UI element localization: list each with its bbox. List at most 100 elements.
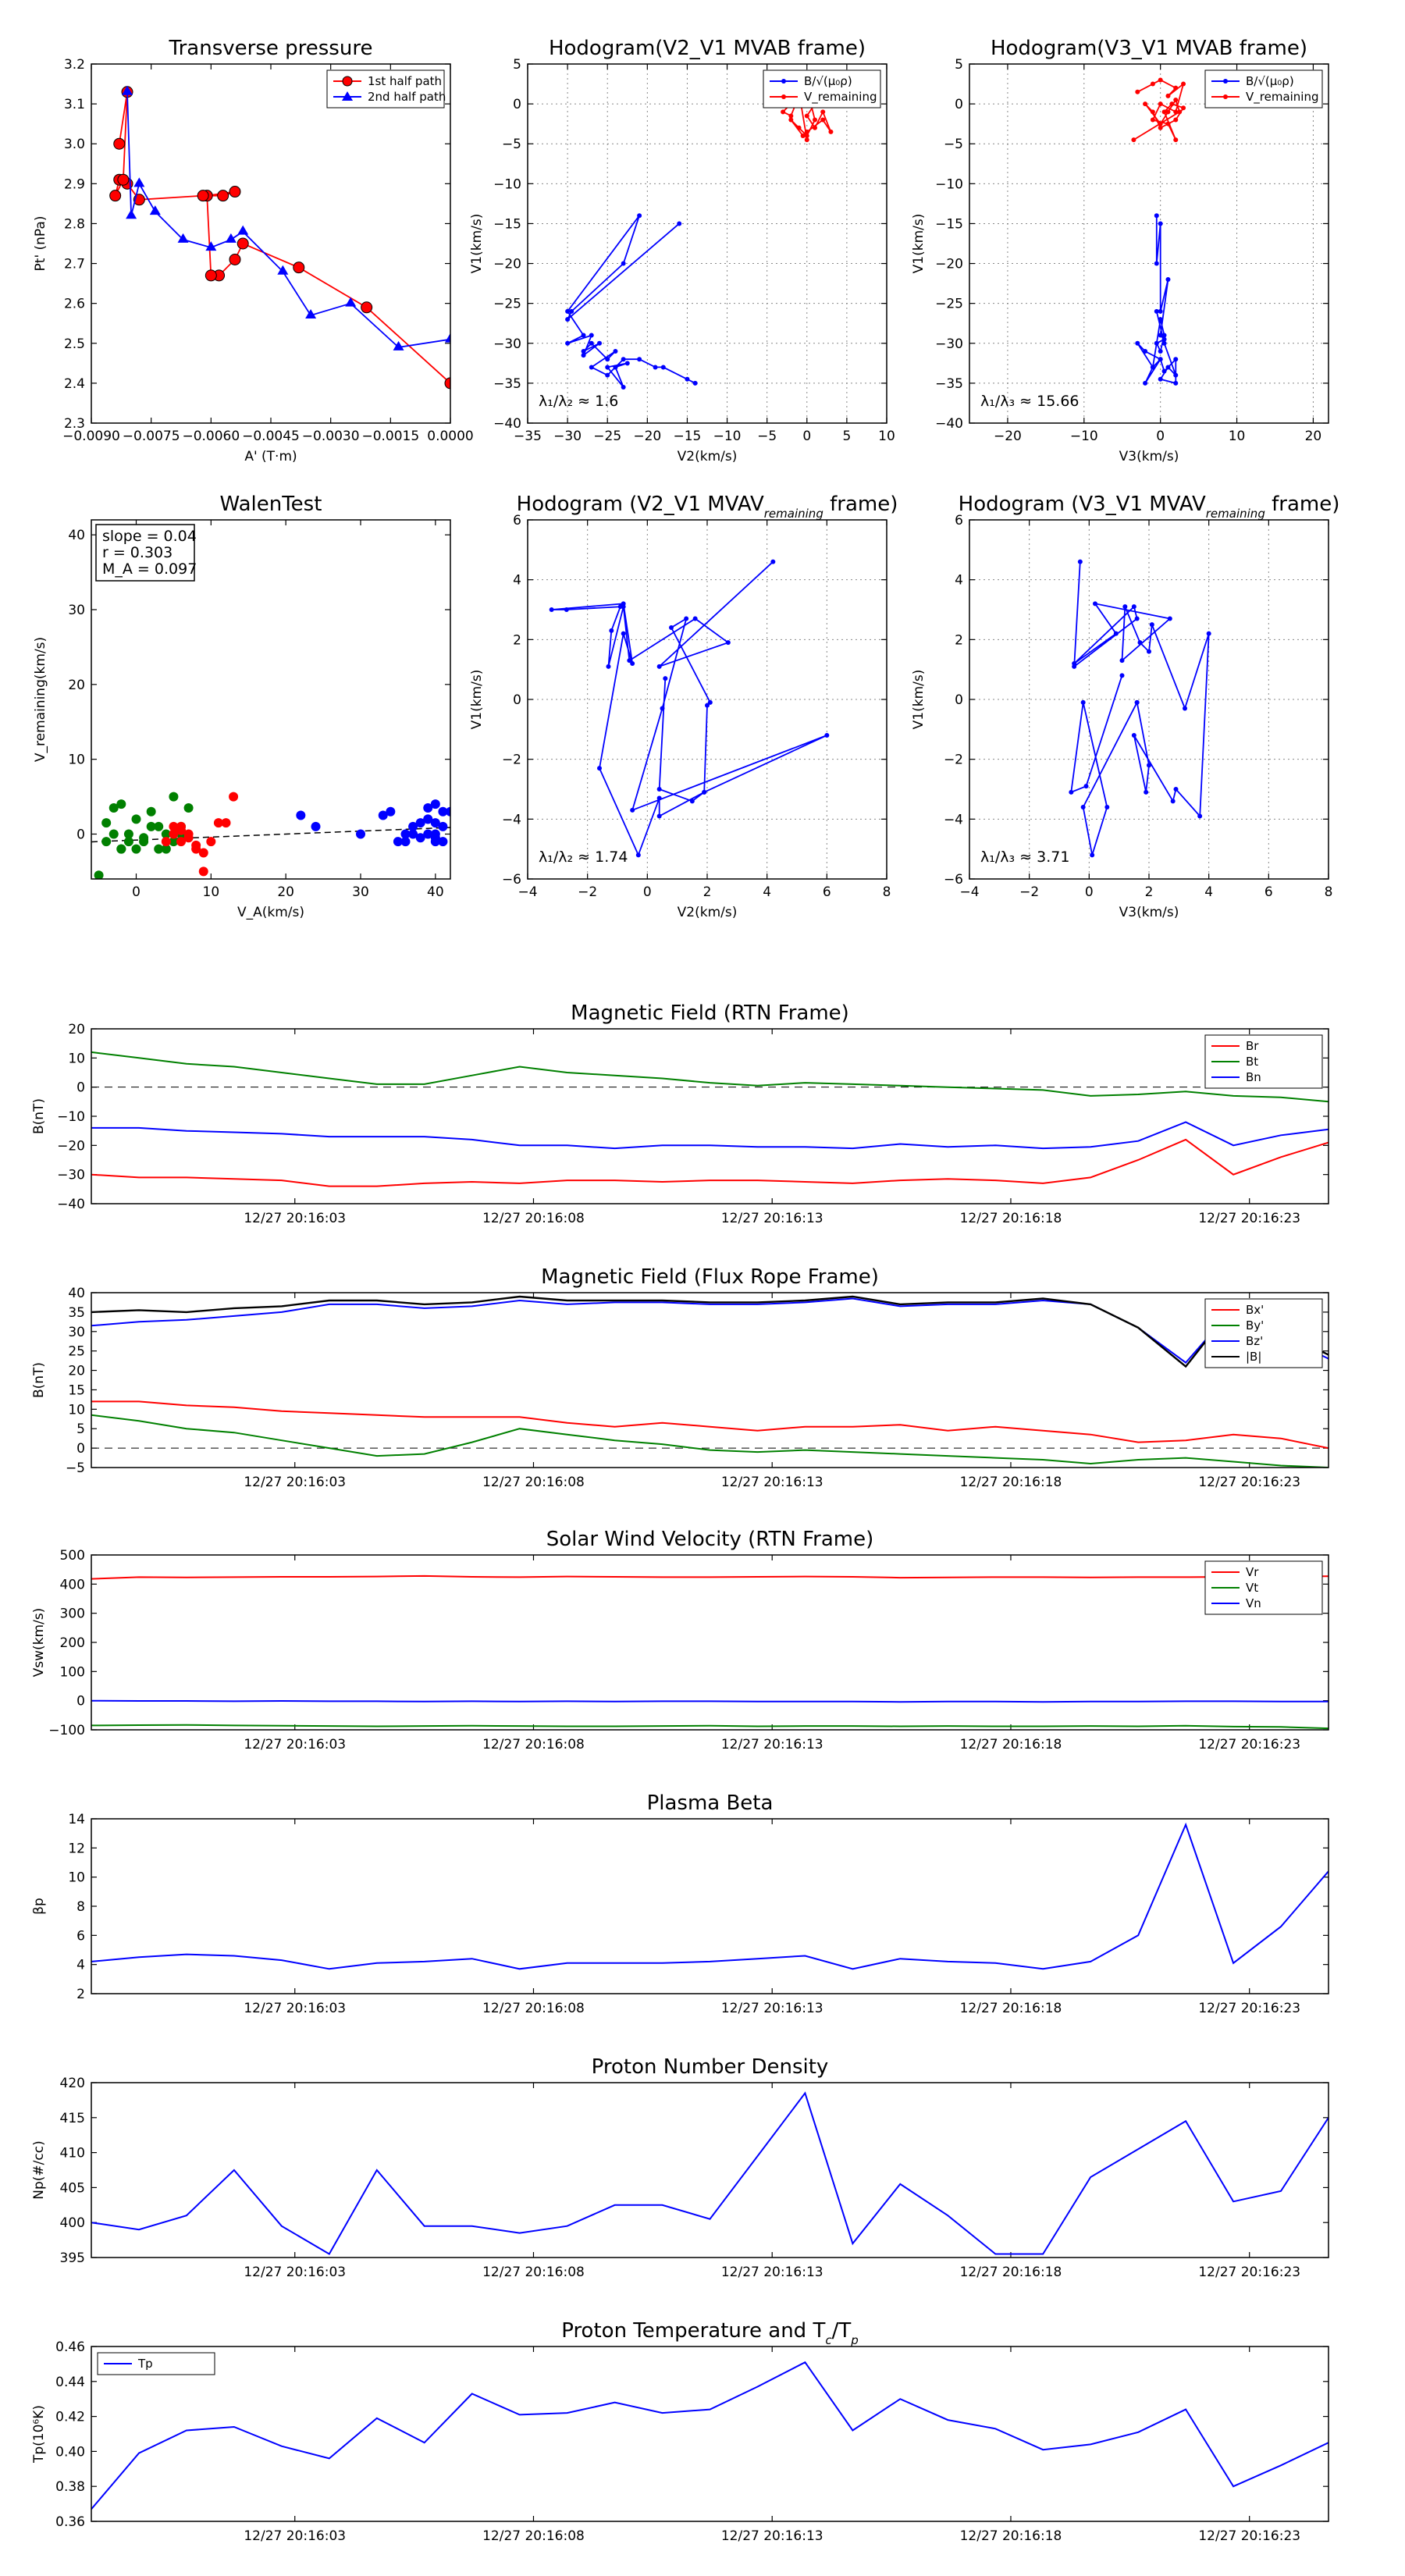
plot-frame	[527, 519, 887, 880]
data-point	[205, 241, 217, 251]
x-tick-label: 12/27 20:16:08	[482, 1211, 585, 1226]
data-point	[804, 133, 809, 138]
data-point	[581, 349, 586, 354]
data-point	[126, 209, 137, 219]
y-tick-label: −15	[935, 216, 963, 232]
x-tick-label: 12/27 20:16:03	[244, 1737, 346, 1752]
data-point	[663, 676, 668, 681]
y-tick-label: 2.6	[64, 297, 85, 312]
data-point	[1165, 109, 1171, 115]
data-point	[630, 807, 635, 813]
stats-line: slope = 0.04	[102, 528, 197, 545]
plot-marks	[91, 1051, 1329, 1187]
data-point	[581, 353, 586, 358]
data-point	[804, 129, 809, 134]
x-tick-label: 12/27 20:16:08	[482, 1475, 585, 1490]
y-tick-label: 0	[955, 97, 963, 112]
x-tick-label: 2	[1145, 884, 1154, 900]
legend-label: Vt	[1246, 1581, 1258, 1595]
data-point	[213, 818, 223, 828]
data-point	[824, 733, 830, 738]
y-tick-label: 0	[513, 692, 521, 708]
y-tick-label: 400	[60, 2215, 85, 2231]
stats-line: M_A = 0.097	[102, 560, 197, 578]
data-point	[796, 125, 802, 130]
y-tick-label: 40	[68, 528, 85, 543]
data-point	[1143, 380, 1148, 386]
y-tick-label: −5	[944, 137, 963, 152]
data-point	[430, 818, 440, 828]
data-point	[149, 205, 161, 215]
y-tick-label: 5	[76, 1421, 85, 1437]
plot-area	[91, 1819, 1329, 1994]
y-tick-label: 0.38	[55, 2479, 85, 2495]
data-point	[146, 806, 156, 817]
data-point	[423, 829, 433, 839]
data-point	[438, 806, 448, 817]
y-tick-label: −4	[944, 812, 963, 827]
data-point	[1158, 101, 1163, 107]
plot-marks	[91, 792, 450, 879]
legend-label: Vn	[1246, 1596, 1261, 1610]
x-tick-label: −4	[959, 884, 979, 900]
chart-magnetic-field-rtn: −40 −30 −20 −10 0 10 20 12/27 20:16:03 12/27 20:…	[31, 1002, 1329, 1226]
x-tick-label: 0	[1085, 884, 1094, 900]
data-point	[820, 117, 826, 123]
data-point	[1158, 125, 1163, 130]
y-tick-label: 10	[68, 753, 85, 768]
y-tick-label: 0.40	[55, 2444, 85, 2460]
data-point	[565, 308, 571, 314]
plot-marks	[91, 2091, 1329, 2255]
data-point	[423, 814, 433, 824]
eigenvalue-ratio: λ₁/λ₃ ≈ 3.71	[980, 849, 1069, 866]
x-tick-label: 12/27 20:16:18	[960, 2528, 1062, 2544]
plot-frame	[91, 1818, 1329, 1994]
data-point	[225, 233, 237, 243]
legend-label: Tp	[137, 2357, 153, 2371]
x-axis-label: V2(km/s)	[678, 905, 738, 920]
data-point	[296, 810, 306, 820]
y-tick-label: 2.9	[64, 176, 85, 192]
data-point	[1080, 805, 1086, 809]
data-point	[1173, 380, 1179, 386]
data-point	[1144, 789, 1149, 795]
x-tick-label: 12/27 20:16:23	[1198, 2528, 1300, 2544]
data-point	[109, 190, 122, 202]
y-tick-label: 0	[76, 1080, 85, 1096]
data-point	[1206, 631, 1211, 636]
data-point	[133, 177, 145, 187]
plot-frame	[969, 519, 1329, 880]
data-point	[689, 799, 695, 804]
data-point	[1149, 622, 1154, 628]
data-point	[176, 825, 186, 835]
data-point	[1150, 109, 1155, 115]
data-point	[1158, 333, 1163, 338]
x-axis-label: V_A(km/s)	[237, 905, 304, 920]
plot-frame	[91, 2082, 1329, 2258]
x-tick-label: 4	[763, 884, 771, 900]
x-tick-label: 6	[823, 884, 831, 900]
y-tick-label: 14	[68, 1812, 85, 1827]
data-point	[1154, 340, 1159, 346]
chart-hodogram-v3-v1-mvab: −20 −10 0 10 20 −40 −35 −30 −25 −20 −15 −10 −5 0 5 Hodo…	[911, 37, 1329, 464]
y-tick-label: 30	[68, 1325, 85, 1340]
data-point	[800, 133, 806, 138]
x-tick-label: −20	[994, 429, 1022, 444]
data-point	[123, 837, 133, 847]
data-point	[1169, 101, 1175, 107]
data-point	[305, 309, 317, 318]
x-tick-label: −35	[514, 429, 542, 444]
y-axis-label: Pt' (nPa)	[33, 216, 48, 272]
chart-title: Hodogram (V3_V1 MVAVremaining frame)	[959, 493, 1340, 521]
legend: 1st half path 2nd half path	[326, 69, 446, 109]
data-point	[705, 703, 710, 708]
data-point	[597, 340, 602, 346]
data-point	[1119, 673, 1125, 678]
x-tick-label: −30	[553, 429, 582, 444]
legend-box	[763, 69, 881, 109]
data-point	[1197, 813, 1203, 819]
data-point	[1131, 137, 1136, 143]
x-tick-label: −2	[1019, 884, 1039, 900]
x-tick-label: 12/27 20:16:08	[482, 2265, 585, 2280]
x-tick-label: −20	[633, 429, 661, 444]
